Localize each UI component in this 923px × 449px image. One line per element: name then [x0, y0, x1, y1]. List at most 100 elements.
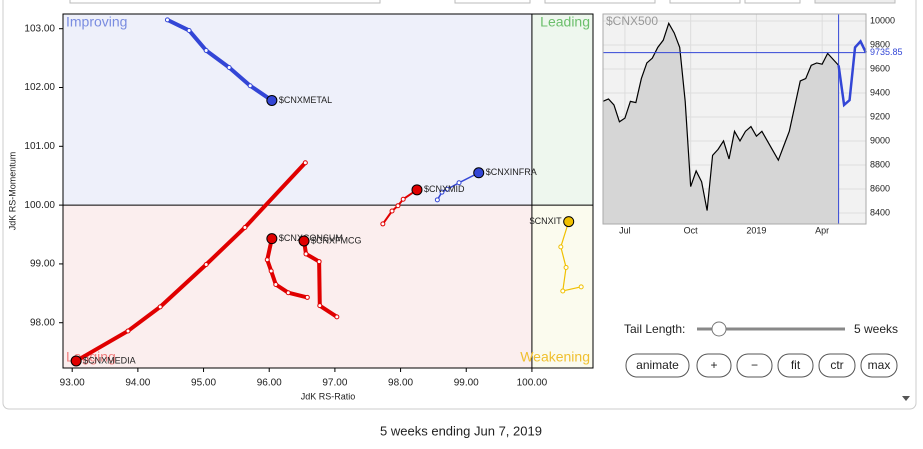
head-point[interactable] — [298, 235, 310, 247]
button-label: max — [868, 358, 891, 372]
tail-point — [389, 208, 395, 214]
tail-point — [380, 221, 386, 227]
index-chart: 8400 8600 8800 9000 9200 9400 9600 9800 10000 Jul… — [602, 13, 903, 235]
quadrant-improving — [63, 14, 532, 206]
series-label: $CNXMID — [424, 184, 465, 194]
series-label: $CNXIT — [530, 216, 563, 226]
top-input[interactable] — [669, 0, 741, 4]
price-line — [837, 39, 868, 108]
series-label: $CNXINFRA — [486, 167, 537, 177]
tail-point — [264, 257, 270, 263]
y-tick-label: 100.00 — [24, 200, 55, 211]
button-box[interactable] — [818, 353, 856, 378]
tail-point — [164, 17, 170, 23]
quadrant-label: Improving — [66, 14, 127, 30]
y-tick-label: 8400 — [870, 207, 890, 217]
x-tick-label: 94.00 — [125, 378, 150, 389]
y-tick-label: 9400 — [870, 87, 890, 97]
tail-point — [203, 47, 209, 53]
quadrant-lagging — [63, 205, 532, 368]
tail-point — [444, 186, 450, 192]
quadrant-label: Weakening — [520, 349, 590, 365]
x-tick-label: Apr — [815, 225, 829, 235]
button-box[interactable] — [736, 353, 773, 378]
tail-point — [302, 160, 308, 166]
y-tick-label: 101.00 — [24, 141, 55, 152]
y-tick-label: 10000 — [870, 15, 895, 25]
x-axis-label: JdK RS-Ratio — [301, 391, 356, 401]
price-line — [602, 21, 840, 211]
button-box[interactable] — [777, 353, 814, 378]
tail-line — [265, 236, 310, 300]
head-point[interactable] — [70, 355, 82, 367]
tail-point — [439, 189, 445, 195]
tail-line — [165, 17, 274, 103]
y-tick-label: 9600 — [870, 63, 890, 73]
button[interactable]: + — [696, 353, 732, 378]
tail-point — [203, 262, 209, 268]
button-label: ctr — [830, 358, 843, 372]
head-point[interactable] — [411, 184, 423, 196]
y-tick-label: 102.00 — [24, 82, 55, 93]
x-tick-label: 96.00 — [257, 378, 282, 389]
tail-point — [316, 259, 322, 265]
head-point[interactable] — [473, 167, 485, 179]
x-tick-label: 93.00 — [60, 378, 85, 389]
button[interactable]: − — [736, 353, 773, 378]
x-tick-label: 100.00 — [517, 378, 548, 389]
y-tick-label: 99.00 — [30, 259, 55, 270]
last-value-label: 9735.85 — [870, 47, 903, 57]
plot-frame — [62, 13, 594, 369]
tail-point — [186, 27, 192, 33]
y-tick-label: 9800 — [870, 39, 890, 49]
top-input[interactable] — [814, 0, 896, 4]
button-box[interactable] — [696, 353, 732, 378]
x-tick-label: Oct — [684, 225, 699, 235]
tail-point — [400, 196, 406, 202]
slider-knob[interactable] — [711, 321, 727, 337]
top-input[interactable] — [69, 0, 381, 4]
tail-point — [268, 268, 274, 274]
y-tick-label: 98.00 — [30, 317, 55, 328]
button-label: fit — [791, 358, 801, 372]
head-point[interactable] — [563, 216, 575, 228]
tail-label: Tail Length: — [624, 322, 685, 336]
button[interactable]: max — [860, 353, 898, 378]
tail-point — [304, 294, 310, 300]
y-tick-label: 9000 — [870, 135, 890, 145]
tail-point — [563, 264, 569, 270]
tail-point — [434, 197, 440, 203]
button[interactable]: fit — [777, 353, 814, 378]
x-tick-label: 2019 — [746, 225, 766, 235]
tail-point — [273, 281, 279, 287]
button[interactable]: ctr — [818, 353, 856, 378]
series-label: $CNXCONSUM — [279, 233, 343, 243]
x-tick-label: Jul — [619, 225, 631, 235]
head-point[interactable] — [266, 94, 278, 106]
top-input[interactable] — [454, 0, 531, 4]
caption: 5 weeks ending Jun 7, 2019 — [380, 423, 542, 438]
y-tick-label: 9200 — [870, 111, 890, 121]
head-point[interactable] — [266, 233, 278, 245]
buttons: animate + − fit ctr max — [625, 353, 898, 378]
x-tick-label: 95.00 — [191, 378, 216, 389]
plot-frame — [602, 13, 867, 225]
button[interactable]: animate — [625, 353, 690, 378]
tail-point — [560, 288, 566, 294]
button-box[interactable] — [625, 353, 690, 378]
tail-point — [558, 244, 564, 250]
top-input[interactable] — [544, 0, 656, 4]
button-label: + — [710, 358, 717, 372]
top-input[interactable] — [744, 0, 801, 4]
scroll-arrow[interactable] — [902, 396, 910, 401]
series-label: $CNXMEDIA — [83, 355, 136, 365]
tail-point — [226, 65, 232, 71]
x-tick-label: 97.00 — [322, 378, 347, 389]
tail-point — [456, 180, 462, 186]
tail-point — [125, 328, 131, 334]
button-box[interactable] — [860, 353, 898, 378]
tail-point — [334, 314, 340, 320]
